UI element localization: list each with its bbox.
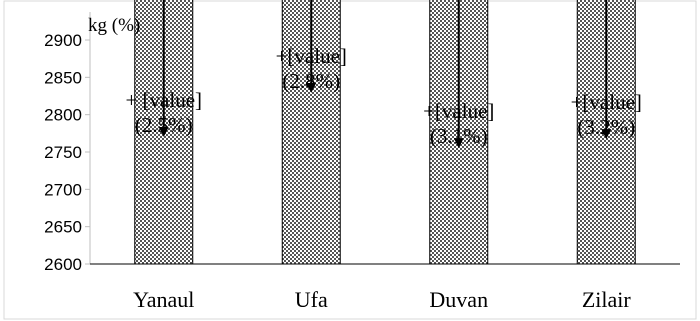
x-category-label: Duvan: [429, 287, 488, 312]
annotation-value-label: +[value]: [423, 99, 494, 123]
annotation-percent-label: (2.8%): [282, 69, 340, 93]
bar-group: [134, 0, 636, 265]
arrow-group: [158, 0, 612, 149]
y-axis-unit-label: kg (%): [88, 15, 140, 36]
y-tick-label: 2900: [44, 31, 82, 50]
y-tick-label: 2750: [44, 143, 82, 162]
x-category-label: Yanaul: [133, 287, 194, 312]
annotation-percent-label: (2.5%): [135, 113, 193, 137]
annotation-percent-label: (3.1%): [430, 124, 488, 148]
y-tick-label: 2800: [44, 106, 82, 125]
annotation-group: + [value](2.5%)+[value](2.8%)+[value](3.…: [125, 44, 641, 148]
annotation-value-label: + [value]: [125, 88, 202, 112]
chart-frame: [3, 0, 697, 320]
annotation-value-label: +[value]: [571, 90, 642, 114]
y-tick-label: 2600: [44, 255, 82, 274]
x-axis: Yanaul Ufa Duvan Zilair: [90, 263, 680, 312]
y-tick-label: 2700: [44, 180, 82, 199]
annotation-percent-label: (3.2%): [577, 115, 635, 139]
annotation-value-label: +[value]: [276, 44, 347, 68]
y-axis: 2600 2650 2700 2750 2800 2850 2900: [44, 12, 91, 274]
y-tick-label: 2850: [44, 68, 82, 87]
y-tick-label: 2650: [44, 218, 82, 237]
x-category-label: Ufa: [295, 287, 328, 312]
x-category-label: Zilair: [582, 287, 632, 312]
